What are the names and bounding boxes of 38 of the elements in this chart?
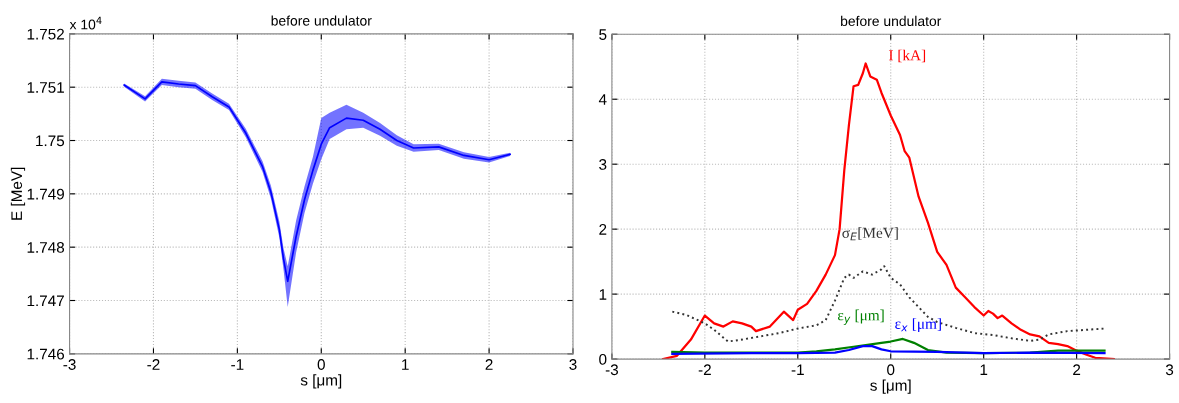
x-tick-label: -3 xyxy=(605,364,619,376)
x-tick-label: 0 xyxy=(317,359,325,370)
x-axis-title: s [μm] xyxy=(870,379,911,394)
series-label: I [kA] xyxy=(888,49,926,63)
text: x 10$^{4}$ xyxy=(69,16,102,30)
x-tick-label: 3 xyxy=(1165,364,1174,376)
y-tick-label: 5 xyxy=(599,29,607,40)
y-tick-label: 4 xyxy=(598,94,607,105)
y-tick-label: 1.751 xyxy=(27,82,64,93)
y-tick-label: 1 xyxy=(599,289,607,300)
y-tick-label: 1.747 xyxy=(27,295,64,307)
y-tick-label: 1.749 xyxy=(27,188,64,200)
x-tick-label: 1 xyxy=(402,359,409,370)
y-axis-title: E [MeV] xyxy=(10,167,26,220)
y-tick-label: 1.748 xyxy=(27,242,65,253)
x-tick-label: 0 xyxy=(887,364,895,376)
series-label: σ$_{E}$[MeV] xyxy=(842,227,898,241)
y-tick-label: 1.752 xyxy=(27,28,64,40)
chart-title: before undulator xyxy=(841,15,942,27)
line-series xyxy=(671,344,1106,355)
series-label: ε$_{x}$ [μm] xyxy=(895,318,941,333)
x-tick-label: 3 xyxy=(569,359,577,370)
x-tick-label: 2 xyxy=(1073,364,1081,376)
x-tick-label: -2 xyxy=(147,359,160,370)
y-tick-label: 2 xyxy=(599,224,607,235)
x-tick-label: 2 xyxy=(485,359,493,370)
x-axis-title: s [μm] xyxy=(300,374,342,389)
y-tick-label: 3 xyxy=(599,159,607,170)
x-tick-label: -2 xyxy=(698,364,711,376)
y-tick-label: 1.746 xyxy=(27,348,65,360)
x-tick-label: -1 xyxy=(791,364,804,376)
chart-title: before undulator xyxy=(271,15,372,26)
x-tick-label: 1 xyxy=(980,364,988,376)
y-tick-label: 1.75 xyxy=(36,135,65,147)
series-label: ε$_{y}$ [μm] xyxy=(837,309,884,325)
x-tick-label: -3 xyxy=(63,359,76,370)
x-tick-label: -1 xyxy=(231,359,244,370)
line-series xyxy=(671,265,1106,343)
